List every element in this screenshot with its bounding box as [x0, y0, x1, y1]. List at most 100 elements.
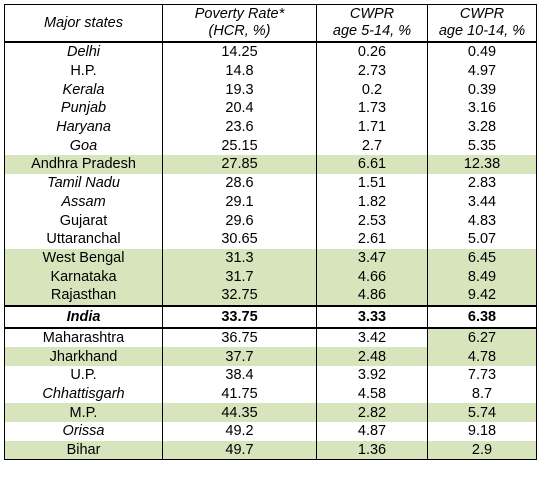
state-cell: Gujarat	[4, 211, 163, 230]
table-row: Kerala 19.3 0.2 0.39	[4, 80, 537, 100]
state-cell: Goa	[4, 136, 163, 156]
cwpr-10-14-cell: 2.83	[427, 173, 537, 193]
cwpr-10-14-cell: 9.18	[427, 422, 537, 441]
poverty-rate-cell: 49.7	[162, 440, 317, 461]
cwpr-10-14-cell: 8.49	[427, 267, 537, 286]
cwpr-5-14-cell: 1.73	[316, 99, 428, 118]
poverty-rate-cell: 41.75	[162, 384, 317, 404]
cwpr-10-14-cell: 7.73	[427, 366, 537, 385]
table-body: Delhi 14.25 0.26 0.49 H.P. 14.8 2.73 4.97 Kerala…	[4, 42, 537, 461]
cwpr-5-14-cell: 4.87	[316, 422, 428, 441]
cwpr-5-14-cell: 3.92	[316, 366, 428, 385]
cwpr-5-14-cell: 1.71	[316, 117, 428, 137]
poverty-rate-cell: 49.2	[162, 422, 317, 441]
poverty-rate-cell: 30.65	[162, 229, 317, 249]
state-cell: Andhra Pradesh	[4, 155, 163, 174]
table-row: Rajasthan 32.75 4.86 9.42	[4, 285, 537, 306]
cwpr-5-14-cell: 2.48	[316, 347, 428, 366]
table-row: Maharashtra 36.75 3.42 6.27	[4, 327, 537, 348]
cwpr-10-14-cell: 6.45	[427, 248, 537, 268]
india-total-row: India 33.75 3.33 6.38	[4, 304, 537, 329]
state-cell: Orissa	[4, 422, 163, 441]
cwpr-5-14-cell: 2.82	[316, 403, 428, 423]
table-header: Major states Poverty Rate* (HCR, %) CWPR a…	[4, 4, 537, 43]
cwpr-10-14-cell: 0.49	[427, 42, 537, 62]
state-cell: Delhi	[4, 42, 163, 62]
poverty-cwpr-table: Major states Poverty Rate* (HCR, %) CWPR a…	[4, 4, 537, 461]
poverty-rate-cell: 27.85	[162, 155, 317, 174]
state-cell: Bihar	[4, 440, 163, 461]
state-cell: U.P.	[4, 366, 163, 385]
poverty-rate-cell: 29.1	[162, 192, 317, 212]
poverty-rate-cell: 19.3	[162, 80, 317, 100]
table-row: Tamil Nadu 28.6 1.51 2.83	[4, 173, 537, 193]
cwpr-5-14-cell: 2.53	[316, 211, 428, 230]
state-cell: Karnataka	[4, 267, 163, 286]
cwpr-5-14-cell: 1.82	[316, 192, 428, 212]
table-row: Bihar 49.7 1.36 2.9	[4, 440, 537, 461]
table-row: Gujarat 29.6 2.53 4.83	[4, 211, 537, 230]
cwpr-5-14-cell: 3.47	[316, 248, 428, 268]
poverty-rate-cell: 36.75	[162, 327, 317, 348]
state-cell: Uttaranchal	[4, 229, 163, 249]
poverty-rate-cell: 20.4	[162, 99, 317, 118]
cwpr-10-14-cell: 3.28	[427, 117, 537, 137]
poverty-rate-cell: 31.7	[162, 267, 317, 286]
state-cell: Tamil Nadu	[4, 173, 163, 193]
cwpr-10-14-cell: 8.7	[427, 384, 537, 404]
poverty-rate-cell: 32.75	[162, 285, 317, 306]
cwpr-5-14-cell: 6.61	[316, 155, 428, 174]
state-cell: Kerala	[4, 80, 163, 100]
india-cwpr-10-14-cell: 6.38	[427, 304, 537, 329]
cwpr-10-14-cell: 6.27	[427, 327, 537, 348]
table-row: Orissa 49.2 4.87 9.18	[4, 422, 537, 441]
state-cell: Haryana	[4, 117, 163, 137]
cwpr-5-14-cell: 4.86	[316, 285, 428, 306]
india-cwpr-5-14-cell: 3.33	[316, 304, 428, 329]
cwpr-5-14-cell: 2.7	[316, 136, 428, 156]
poverty-rate-cell: 23.6	[162, 117, 317, 137]
cwpr-10-14-cell: 9.42	[427, 285, 537, 306]
poverty-rate-cell: 28.6	[162, 173, 317, 193]
table-row: H.P. 14.8 2.73 4.97	[4, 61, 537, 81]
table-row: Goa 25.15 2.7 5.35	[4, 136, 537, 156]
cwpr-10-14-cell: 4.83	[427, 211, 537, 230]
cwpr-5-14-cell: 1.51	[316, 173, 428, 193]
poverty-rate-cell: 14.25	[162, 42, 317, 62]
header-cwpr-5-14: CWPR age 5-14, %	[316, 4, 428, 43]
state-cell: M.P.	[4, 403, 163, 423]
cwpr-10-14-cell: 2.9	[427, 440, 537, 461]
cwpr-5-14-cell: 1.36	[316, 440, 428, 461]
cwpr-5-14-cell: 3.42	[316, 327, 428, 348]
cwpr-5-14-cell: 0.26	[316, 42, 428, 62]
table-row: Jharkhand 37.7 2.48 4.78	[4, 347, 537, 366]
poverty-rate-cell: 29.6	[162, 211, 317, 230]
state-cell: Assam	[4, 192, 163, 212]
cwpr-5-14-cell: 4.66	[316, 267, 428, 286]
state-cell: Jharkhand	[4, 347, 163, 366]
cwpr-5-14-cell: 2.61	[316, 229, 428, 249]
cwpr-10-14-cell: 4.78	[427, 347, 537, 366]
poverty-rate-cell: 31.3	[162, 248, 317, 268]
poverty-rate-cell: 44.35	[162, 403, 317, 423]
cwpr-5-14-cell: 4.58	[316, 384, 428, 404]
state-cell: Punjab	[4, 99, 163, 118]
cwpr-10-14-cell: 3.44	[427, 192, 537, 212]
cwpr-10-14-cell: 4.97	[427, 61, 537, 81]
state-cell: H.P.	[4, 61, 163, 81]
cwpr-5-14-cell: 2.73	[316, 61, 428, 81]
cwpr-10-14-cell: 5.07	[427, 229, 537, 249]
header-major-states: Major states	[4, 4, 163, 43]
table-row: U.P. 38.4 3.92 7.73	[4, 366, 537, 385]
table-row: Assam 29.1 1.82 3.44	[4, 192, 537, 212]
table-row: Delhi 14.25 0.26 0.49	[4, 42, 537, 62]
table-row: Punjab 20.4 1.73 3.16	[4, 99, 537, 118]
india-state-cell: India	[4, 304, 163, 329]
cwpr-10-14-cell: 3.16	[427, 99, 537, 118]
cwpr-10-14-cell: 0.39	[427, 80, 537, 100]
table-row: West Bengal 31.3 3.47 6.45	[4, 248, 537, 268]
state-cell: Rajasthan	[4, 285, 163, 306]
state-cell: Maharashtra	[4, 327, 163, 348]
table-row: Chhattisgarh 41.75 4.58 8.7	[4, 384, 537, 404]
table-row: Karnataka 31.7 4.66 8.49	[4, 267, 537, 286]
